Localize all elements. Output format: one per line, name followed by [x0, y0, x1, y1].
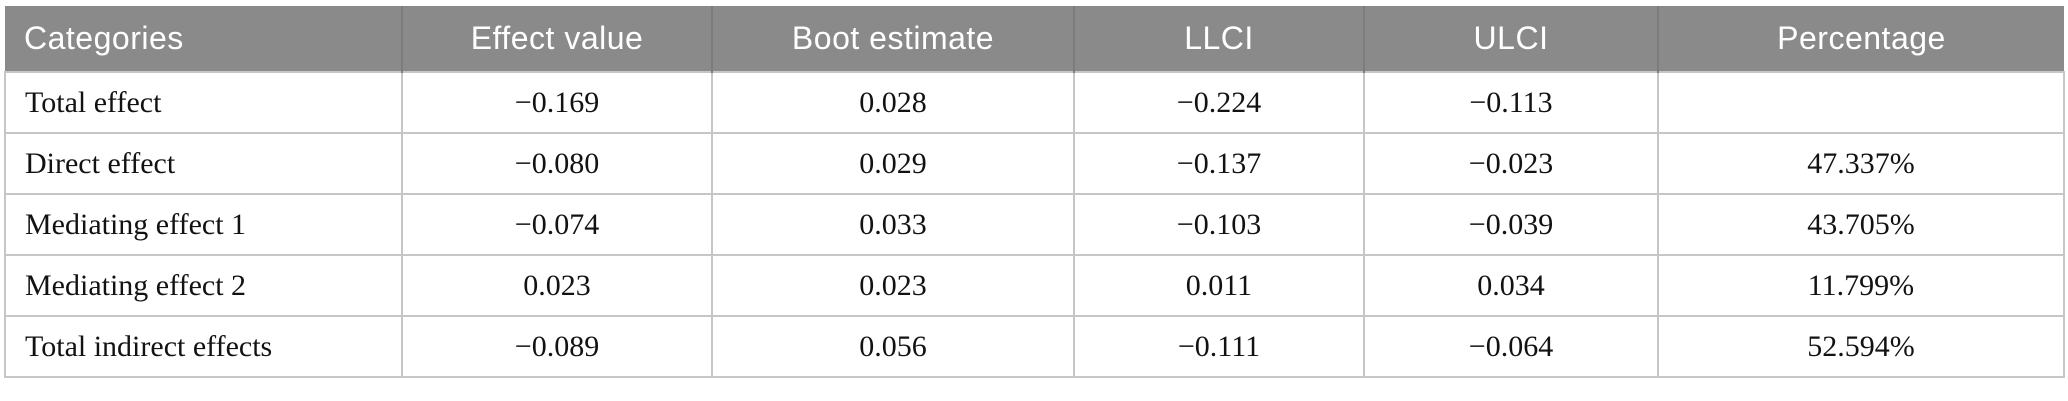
- table-row-mediating-effect-1: Mediating effect 1 −0.074 0.033 −0.103 −…: [4, 193, 2065, 256]
- table-body: Total effect −0.169 0.028 −0.224 −0.113 …: [4, 71, 2065, 378]
- cell-effect-value: −0.089: [401, 315, 713, 378]
- cell-boot-estimate: 0.023: [711, 254, 1075, 317]
- cell-category: Total indirect effects: [4, 315, 403, 378]
- cell-ulci: −0.064: [1363, 315, 1659, 378]
- cell-effect-value: 0.023: [401, 254, 713, 317]
- cell-percentage: 52.594%: [1657, 315, 2065, 378]
- table-row-mediating-effect-2: Mediating effect 2 0.023 0.023 0.011 0.0…: [4, 254, 2065, 317]
- column-header-percentage: Percentage: [1657, 6, 2064, 72]
- cell-llci: −0.137: [1073, 132, 1365, 195]
- header-row: Categories Effect value Boot estimate LL…: [5, 6, 2064, 72]
- cell-percentage: 47.337%: [1657, 132, 2065, 195]
- cell-llci: 0.011: [1073, 254, 1365, 317]
- cell-ulci: −0.039: [1363, 193, 1659, 256]
- cell-category: Total effect: [4, 71, 403, 134]
- cell-boot-estimate: 0.028: [711, 71, 1075, 134]
- cell-ulci: −0.023: [1363, 132, 1659, 195]
- cell-effect-value: −0.080: [401, 132, 713, 195]
- column-header-ulci: ULCI: [1363, 6, 1658, 72]
- cell-llci: −0.224: [1073, 71, 1365, 134]
- cell-category: Direct effect: [4, 132, 403, 195]
- table-container: Categories Effect value Boot estimate LL…: [4, 6, 2065, 378]
- cell-boot-estimate: 0.033: [711, 193, 1075, 256]
- cell-boot-estimate: 0.029: [711, 132, 1075, 195]
- column-header-categories: Categories: [5, 6, 402, 72]
- table-row-total-indirect-effects: Total indirect effects −0.089 0.056 −0.1…: [4, 315, 2065, 378]
- cell-ulci: −0.113: [1363, 71, 1659, 134]
- table-header: Categories Effect value Boot estimate LL…: [5, 6, 2064, 72]
- cell-llci: −0.103: [1073, 193, 1365, 256]
- cell-boot-estimate: 0.056: [711, 315, 1075, 378]
- cell-effect-value: −0.169: [401, 71, 713, 134]
- cell-percentage: [1657, 71, 2065, 134]
- table-row-direct-effect: Direct effect −0.080 0.029 −0.137 −0.023…: [4, 132, 2065, 195]
- cell-effect-value: −0.074: [401, 193, 713, 256]
- cell-percentage: 43.705%: [1657, 193, 2065, 256]
- column-header-llci: LLCI: [1073, 6, 1364, 72]
- column-header-effect-value: Effect value: [401, 6, 712, 72]
- column-header-boot-estimate: Boot estimate: [711, 6, 1074, 72]
- table-row-total-effect: Total effect −0.169 0.028 −0.224 −0.113: [4, 71, 2065, 134]
- cell-percentage: 11.799%: [1657, 254, 2065, 317]
- cell-llci: −0.111: [1073, 315, 1365, 378]
- cell-ulci: 0.034: [1363, 254, 1659, 317]
- cell-category: Mediating effect 2: [4, 254, 403, 317]
- mediation-effects-table: Categories Effect value Boot estimate LL…: [4, 6, 2065, 378]
- cell-category: Mediating effect 1: [4, 193, 403, 256]
